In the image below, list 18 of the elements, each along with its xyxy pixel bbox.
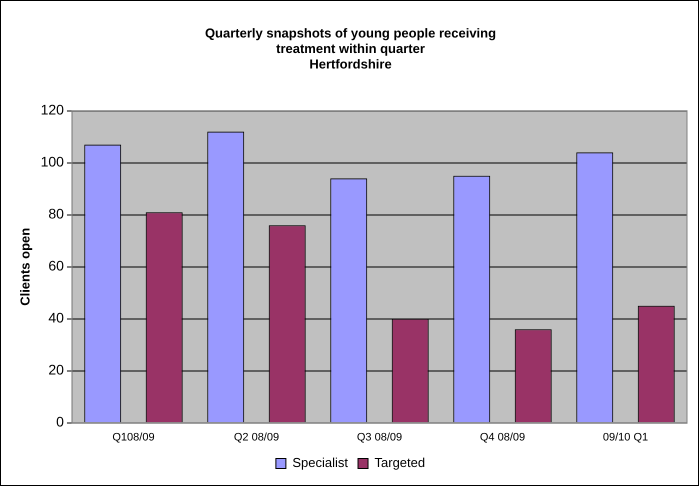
text: treatment within quarter <box>276 40 425 56</box>
y-tick-label: 20 <box>48 362 64 378</box>
y-tick-label: 100 <box>40 154 64 170</box>
x-tick-label: Q108/09 <box>112 431 155 444</box>
y-tick-label: 0 <box>56 414 64 430</box>
x-tick-label: Q2 08/09 <box>234 431 280 444</box>
legend-label: Targeted <box>374 455 426 470</box>
y-tick-label: 80 <box>48 206 64 222</box>
legend-label: Specialist <box>292 455 348 470</box>
y-axis-title: Clients open <box>17 228 32 306</box>
y-tick-label: 40 <box>48 310 64 326</box>
text: Quarterly snapshots of young people receiving <box>204 25 496 40</box>
y-tick-label: 120 <box>40 102 64 118</box>
x-tick-label: Q3 08/09 <box>356 431 402 444</box>
x-tick-label: 09/10 Q1 <box>602 431 648 444</box>
y-tick-label: 60 <box>48 258 64 274</box>
text: Hertfordshire <box>309 56 392 72</box>
x-tick-label: Q4 08/09 <box>480 431 526 444</box>
